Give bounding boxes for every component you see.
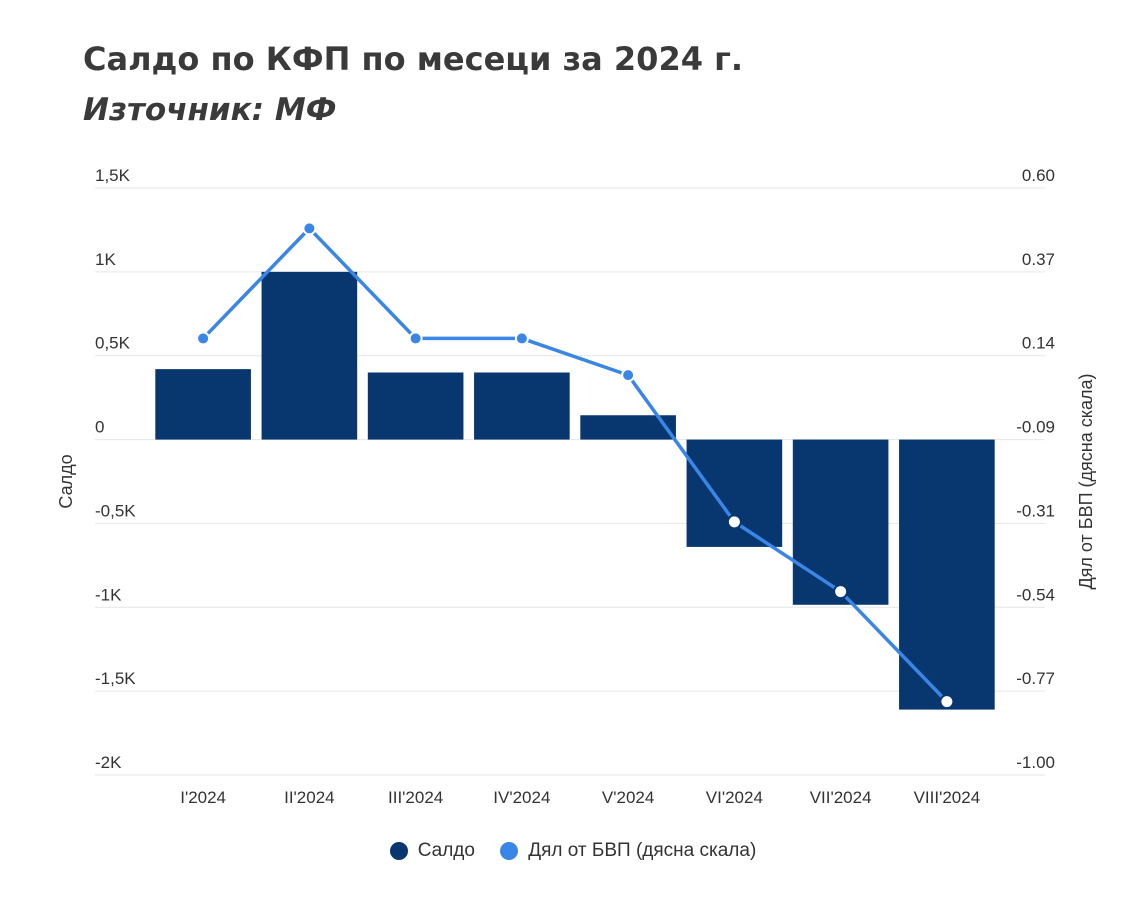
chart-area: 1,5K 0.60 1K 0.37 0,5K 0.14 0 -0.09 -0,5K -0.31 -1… (56, 166, 1096, 807)
legend-swatch-saldo (389, 842, 408, 860)
bar (261, 271, 358, 440)
y2-tick-label: -0.54 (1016, 585, 1055, 604)
bar (155, 369, 251, 440)
x-tick-label: VIII'2024 (914, 788, 981, 807)
bar (792, 439, 889, 605)
y2-tick-label: -0.31 (1016, 501, 1055, 520)
line-point (514, 331, 529, 346)
y-tick-label: -1K (95, 585, 122, 604)
legend-item-saldo[interactable]: Салдо (389, 840, 475, 862)
line-point (302, 221, 317, 236)
line-point (621, 368, 636, 383)
x-tick-label: I'2024 (180, 788, 226, 807)
legend: Салдо Дял от БВП (дясна скала) (0, 840, 1146, 866)
y-axis-title: Салдо (56, 454, 76, 508)
line-point (939, 694, 955, 710)
legend-item-gdp-share[interactable]: Дял от БВП (дясна скала) (500, 840, 756, 862)
line-point (408, 331, 423, 346)
y-tick-label: -0,5K (95, 501, 136, 520)
x-tick-label: VII'2024 (810, 788, 872, 807)
legend-label-saldo: Салдо (417, 840, 475, 861)
x-tick-label: II'2024 (284, 788, 335, 807)
y-tick-label: 0,5K (95, 334, 131, 353)
x-tick-label: VI'2024 (706, 788, 763, 807)
y-tick-label: -2K (95, 753, 122, 772)
bar (474, 372, 570, 440)
bar (899, 439, 995, 710)
line-point (833, 584, 849, 600)
y2-tick-label: -1.00 (1016, 753, 1055, 772)
legend-label-gdp-share: Дял от БВП (дясна скала) (528, 840, 757, 861)
y-tick-label: 0 (95, 418, 104, 437)
chart-title: Салдо по КФП по месеци за 2024 г. (83, 40, 743, 78)
y2-tick-label: -0.77 (1016, 669, 1055, 688)
bar (686, 439, 783, 547)
legend-swatch-gdp-share (500, 842, 519, 860)
y2-tick-label: 0.60 (1022, 166, 1055, 185)
line-point (726, 514, 742, 530)
chart-subtitle: Източник: МФ (83, 92, 337, 128)
x-tick-label: III'2024 (388, 788, 443, 807)
y-tick-label: -1,5K (95, 669, 136, 688)
y2-axis-title: Дял от БВП (дясна скала) (1076, 373, 1096, 589)
line-series (201, 226, 949, 703)
y-tick-label: 1K (95, 250, 116, 269)
y2-tick-label: 0.14 (1022, 334, 1055, 353)
bar (367, 372, 464, 440)
y2-tick-label: -0.09 (1016, 418, 1055, 437)
y2-tick-label: 0.37 (1022, 250, 1055, 269)
x-tick-label: IV'2024 (493, 788, 550, 807)
x-tick-label: V'2024 (602, 788, 654, 807)
y-tick-label: 1,5K (95, 166, 131, 185)
line-point (196, 331, 211, 346)
